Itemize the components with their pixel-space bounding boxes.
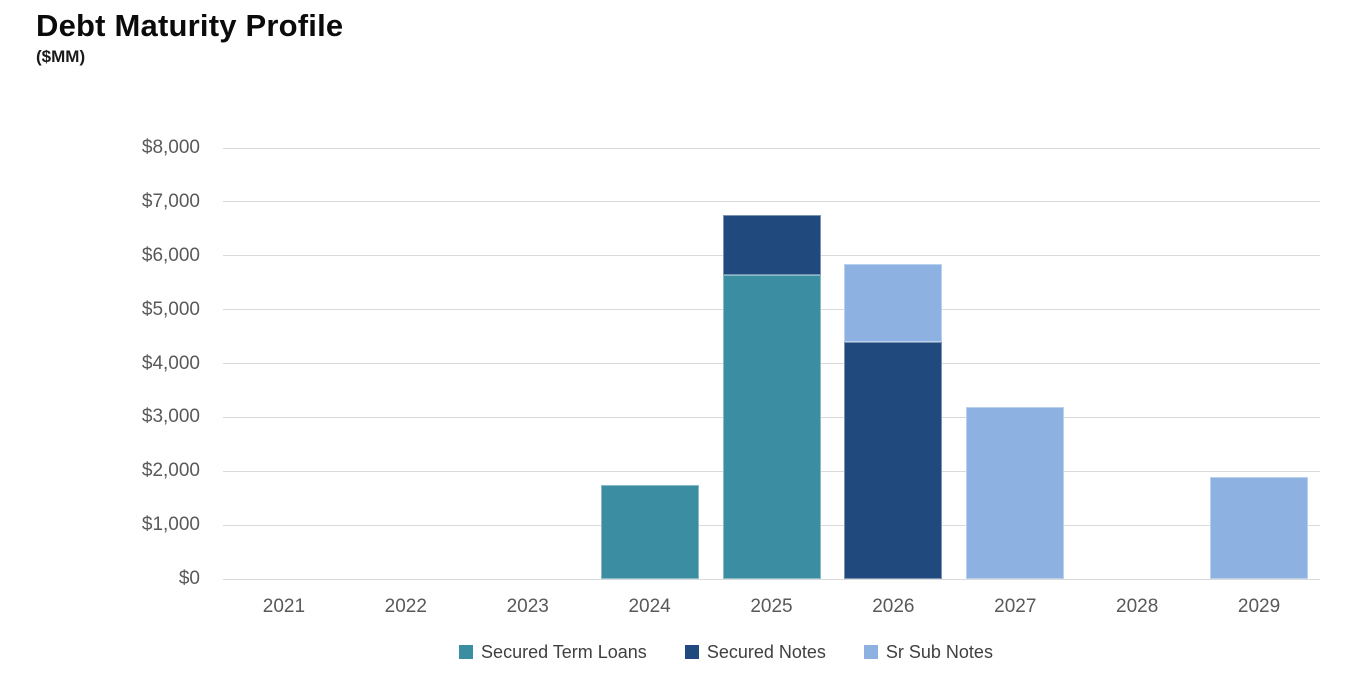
y-tick-label-2000: $2,000 [141,460,200,482]
plot-area [223,147,1320,580]
legend-item-secured-term-loans: Secured Term Loans [459,642,647,663]
y-tick-label-8000: $8,000 [141,137,200,158]
bar-segment-2025-secured-term-loans [722,274,821,579]
legend-label: Sr Sub Notes [885,641,993,662]
legend-swatch-icon [863,645,878,659]
bar-segment-2026-secured-notes [844,341,943,579]
x-tick-label-2029: 2029 [1237,596,1281,617]
gridline-7000 [223,201,1320,203]
legend-label: Secured Notes [706,641,826,662]
legend-item-sr-sub-notes: Sr Sub Notes [863,641,993,663]
x-tick-label-2021: 2021 [262,596,306,617]
y-tick-label-0: $0 [178,568,200,589]
bar-segment-2029-sr-sub-notes [1210,476,1309,579]
y-tick-label-4000: $4,000 [141,352,200,374]
x-tick-label-2026: 2026 [872,596,915,617]
y-tick-label-3000: $3,000 [141,406,200,428]
bar-segment-2024-secured-term-loans [600,484,699,579]
gridline-8000 [223,147,1320,149]
legend-item-secured-notes: Secured Notes [684,641,826,663]
y-tick-label-6000: $6,000 [141,244,200,266]
legend-swatch-icon [459,645,474,659]
bar-segment-2025-secured-notes [722,215,821,275]
bar-segment-2027-sr-sub-notes [966,406,1065,579]
legend-swatch-icon [684,645,699,659]
legend: Secured Term Loans Secured Notes Sr Sub No… [100,639,1352,665]
x-tick-label-2024: 2024 [628,596,671,617]
x-tick-label-2028: 2028 [1116,596,1159,617]
y-tick-label-7000: $7,000 [141,190,200,212]
y-tick-label-5000: $5,000 [141,298,200,320]
chart-title: Debt Maturity Profile [36,8,344,43]
gridline-0 [223,578,1320,580]
y-tick-label-1000: $1,000 [141,514,200,536]
chart-subtitle: ($MM) [36,47,86,66]
legend-label: Secured Term Loans [481,641,647,662]
x-tick-label-2027: 2027 [994,596,1037,617]
bar-segment-2026-sr-sub-notes [844,263,943,342]
x-tick-label-2023: 2023 [506,596,549,617]
x-tick-label-2022: 2022 [384,596,427,617]
x-tick-label-2025: 2025 [750,596,793,617]
